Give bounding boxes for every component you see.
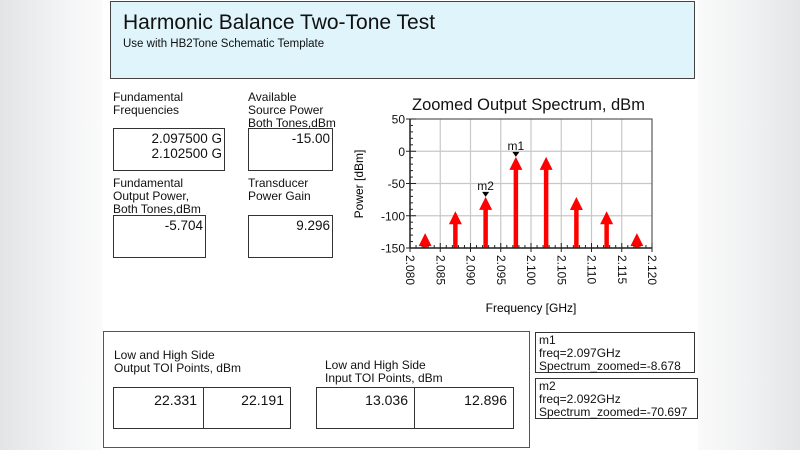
page-subtitle: Use with HB2Tone Schematic Template	[123, 38, 325, 50]
transducer-power-gain-label: Transducer Power Gain	[248, 176, 311, 203]
y-tick-label: 0	[398, 145, 405, 159]
input-toi-high-value: 12.896	[414, 387, 514, 429]
marker-m1-readout: m1 freq=2.097GHz Spectrum_zoomed=-8.678	[535, 332, 695, 373]
arrow-head-icon	[479, 196, 493, 210]
x-tick-label: 2.090	[464, 255, 478, 285]
x-tick-label: 2.080	[403, 255, 417, 285]
marker-triangle-icon	[512, 151, 520, 157]
fundamental-frequencies-value: 2.097500 G 2.102500 G	[113, 128, 225, 171]
arrow-head-icon	[569, 197, 583, 211]
y-tick-label: -50	[388, 177, 406, 191]
available-source-power-value: -15.00	[248, 128, 333, 171]
spectrum-bars: m1 m2	[418, 139, 644, 248]
arrow-head-icon	[418, 233, 432, 247]
x-tick-label: 2.120	[645, 255, 659, 285]
x-axis-label: Frequency [GHz]	[486, 301, 577, 315]
output-toi-low-value: 22.331	[113, 387, 204, 429]
transducer-power-gain-value: 9.296	[248, 215, 333, 258]
arrow-head-icon	[539, 156, 553, 170]
marker-triangle-icon	[482, 191, 490, 197]
y-tick-label: 50	[392, 113, 406, 127]
x-tick-label: 2.085	[433, 255, 447, 285]
x-tick-label: 2.110	[585, 255, 599, 284]
input-toi-label: Low and High Side Input TOI Points, dBm	[325, 358, 443, 385]
marker-m2-readout: m2 freq=2.092GHz Spectrum_zoomed=-70.697	[535, 378, 698, 419]
fundamental-frequencies-label: Fundamental Frequencies	[113, 90, 184, 117]
output-toi-label: Low and High Side Output TOI Points, dBm	[114, 348, 241, 375]
marker-label: m2	[477, 179, 494, 193]
y-axis-label: Power [dBm]	[352, 150, 366, 219]
arrow-head-icon	[600, 211, 614, 225]
x-tick-label: 2.115	[615, 255, 629, 284]
fundamental-output-power-value: -5.704	[113, 215, 206, 258]
arrow-head-icon	[509, 156, 523, 170]
x-tick-label: 2.100	[524, 255, 538, 285]
title-banner: Harmonic Balance Two-Tone Test Use with …	[110, 1, 695, 79]
marker-label: m1	[508, 139, 525, 153]
input-toi-low-value: 13.036	[316, 387, 415, 429]
x-tick-label: 2.105	[554, 255, 568, 285]
y-tick-label: -100	[381, 209, 405, 223]
x-tick-label: 2.095	[494, 255, 508, 285]
chart-grid	[409, 118, 653, 249]
arrow-head-icon	[448, 211, 462, 225]
chart-title: Zoomed Output Spectrum, dBm	[412, 96, 645, 114]
output-toi-high-value: 22.191	[203, 387, 291, 429]
page-title: Harmonic Balance Two-Tone Test	[123, 11, 436, 34]
fundamental-output-power-label: Fundamental Output Power, Both Tones,dBm	[113, 176, 201, 216]
arrow-head-icon	[630, 233, 644, 247]
available-source-power-label: Available Source Power Both Tones,dBm	[248, 90, 336, 130]
y-tick-label: -150	[381, 242, 405, 256]
